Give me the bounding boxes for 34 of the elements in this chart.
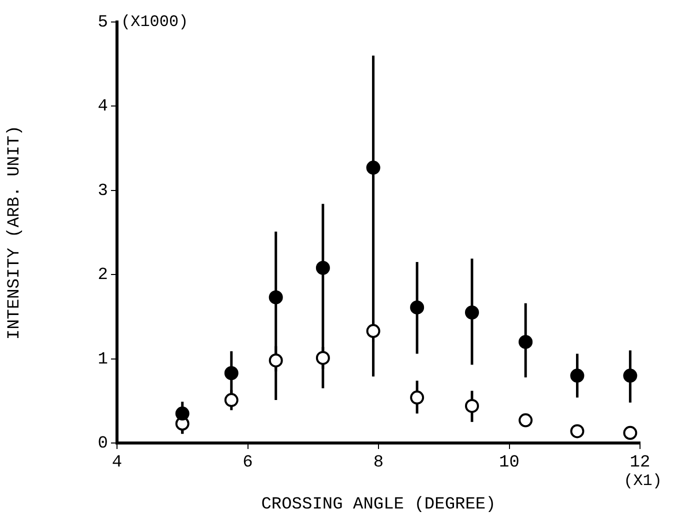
x-axis-title: CROSSING ANGLE (DEGREE): [261, 495, 496, 514]
point: [224, 393, 238, 408]
point: [623, 426, 638, 440]
x-tick-label: 12: [630, 454, 650, 473]
point: [366, 324, 380, 338]
point: [366, 160, 380, 175]
point: [175, 406, 190, 421]
x-tick-label: 6: [242, 454, 253, 473]
point: [518, 413, 533, 428]
annotation: (X1000): [121, 13, 188, 32]
point: [623, 368, 638, 383]
x-tick-label: 10: [499, 454, 520, 473]
point: [518, 334, 533, 349]
point: [268, 353, 283, 368]
y-tick-label: 5: [98, 14, 108, 32]
y-tick-label: 4: [98, 98, 108, 117]
point: [224, 366, 238, 380]
point: [316, 350, 330, 365]
text: (X1): [624, 472, 662, 490]
x-tick-label: 4: [112, 454, 122, 473]
x-tick-label: 8: [373, 454, 384, 473]
point: [268, 290, 283, 304]
point: [316, 260, 330, 275]
y-tick-label: 2: [98, 266, 108, 286]
y-tick-label: 3: [98, 182, 108, 201]
y-axis-title: INTENSITY (ARB. UNIT): [6, 125, 25, 340]
point: [410, 300, 424, 314]
point: [570, 424, 584, 438]
y-tick-label: 0: [98, 434, 108, 454]
y-tick-label: 1: [98, 350, 108, 370]
point: [570, 368, 584, 383]
point: [464, 398, 479, 413]
point: [410, 390, 424, 405]
point: [464, 305, 479, 320]
